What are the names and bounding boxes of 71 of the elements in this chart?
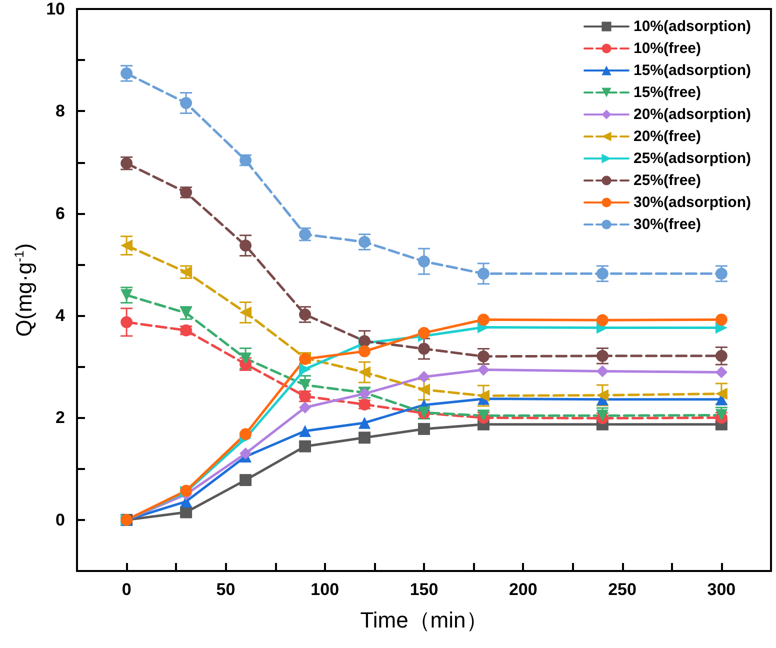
legend-label: 15%(free)	[633, 84, 702, 101]
point	[477, 390, 490, 402]
point	[418, 422, 430, 435]
point	[478, 268, 490, 280]
point	[596, 365, 608, 378]
point	[120, 240, 133, 252]
legend-label: 25%(adsorption)	[633, 150, 752, 167]
point	[299, 308, 312, 321]
point	[418, 370, 430, 383]
point	[358, 432, 371, 444]
point	[715, 322, 728, 334]
point	[596, 268, 608, 280]
point	[596, 350, 608, 362]
y-axis-title: Q(mg·g-1)	[12, 243, 37, 337]
point	[120, 289, 133, 302]
point	[478, 350, 490, 362]
x-tick-label: 300	[707, 580, 736, 599]
point	[240, 474, 252, 486]
legend-label: 10%(free)	[633, 40, 702, 57]
point	[180, 97, 192, 110]
x-tick-label: 200	[508, 580, 538, 599]
x-tick-label: 250	[608, 580, 636, 599]
x-tick-label: 50	[216, 580, 236, 599]
point	[715, 388, 728, 400]
point	[596, 314, 608, 326]
point	[240, 447, 252, 460]
point	[715, 409, 728, 422]
point	[418, 384, 430, 396]
point	[715, 268, 728, 280]
point	[715, 366, 728, 378]
x-tick-label: 0	[122, 580, 132, 599]
point	[478, 314, 490, 326]
x-tick-label: 100	[310, 580, 340, 599]
y-tick-label: 4	[56, 306, 66, 326]
y-tick-label: 6	[56, 204, 65, 223]
point	[299, 363, 312, 376]
legend-label: 15%(adsorption)	[633, 62, 752, 79]
point	[358, 345, 371, 358]
point	[240, 240, 252, 252]
point	[715, 350, 728, 362]
x-axis-title: Time（min）	[360, 608, 488, 632]
legend-label: 20%(free)	[633, 128, 702, 145]
legend-label: 30%(free)	[633, 216, 702, 233]
legend-label: 20%(adsorption)	[633, 106, 752, 123]
point	[596, 410, 608, 422]
point	[477, 364, 490, 376]
point	[240, 428, 252, 440]
point	[418, 342, 430, 355]
point	[299, 402, 312, 414]
point	[240, 306, 252, 318]
legend-label: 10%(adsorption)	[633, 18, 752, 35]
point	[240, 352, 252, 364]
legend-label: 30%(adsorption)	[633, 194, 752, 211]
point	[299, 379, 312, 392]
point	[299, 425, 312, 438]
point	[358, 236, 371, 248]
x-tick-label: 150	[410, 580, 438, 599]
point	[715, 314, 728, 326]
point	[358, 416, 371, 429]
point	[120, 67, 133, 80]
point	[120, 316, 133, 328]
point	[299, 440, 312, 452]
point	[418, 326, 430, 339]
point	[358, 366, 371, 378]
y-tick-label: 2	[56, 408, 65, 428]
legend-label: 25%(free)	[633, 172, 702, 189]
point	[596, 389, 608, 402]
point	[418, 255, 430, 268]
y-tick-label: 10	[46, 0, 65, 18]
y-tick-label: 8	[56, 102, 65, 121]
y-tick-label: 0	[56, 510, 65, 530]
